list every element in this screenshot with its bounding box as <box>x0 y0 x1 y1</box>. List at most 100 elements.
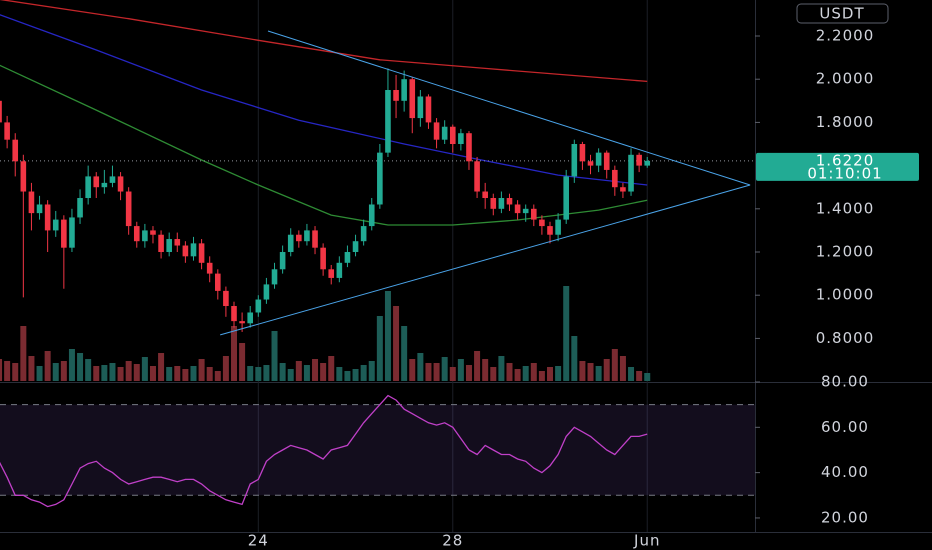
volume-bar <box>28 356 35 381</box>
candle-body <box>279 252 286 270</box>
volume-bar <box>44 351 51 381</box>
currency-box[interactable] <box>796 3 889 24</box>
volume-bar <box>303 365 310 381</box>
candle-body <box>125 191 132 227</box>
candle-body <box>328 269 335 278</box>
candle-body <box>563 176 570 220</box>
volume-bar <box>474 351 481 381</box>
candle-body <box>409 79 416 119</box>
y-tick-label: 1.8000 <box>816 113 875 131</box>
volume-bar <box>376 316 383 381</box>
volume-bar <box>433 363 440 381</box>
volume-bar <box>352 369 359 381</box>
volume-bar <box>4 361 11 381</box>
candle-body <box>352 241 359 253</box>
candle-body <box>401 79 407 101</box>
volume-bar <box>611 349 618 381</box>
y-tick-label: 1.0000 <box>816 286 875 304</box>
x-tick-label: Jun <box>633 532 660 550</box>
candle-body <box>441 126 448 140</box>
volume-bar <box>384 291 391 381</box>
volume-bar <box>320 363 327 381</box>
volume-bar <box>449 367 456 381</box>
candle-body <box>433 122 440 140</box>
volume-bar <box>60 361 67 381</box>
volume-bar <box>158 353 165 381</box>
volume-bar <box>255 367 262 381</box>
volume-bar <box>198 359 205 381</box>
volume-bar <box>222 356 229 381</box>
candle-body <box>506 198 513 205</box>
candle-body <box>547 226 553 235</box>
candle-body <box>231 306 237 322</box>
volume-bar <box>514 369 521 381</box>
volume-bar <box>20 326 27 381</box>
candle-body <box>417 96 424 119</box>
candle-body <box>133 226 140 242</box>
volume-bar <box>263 365 270 381</box>
volume-bar <box>522 366 529 381</box>
volume-bar <box>117 367 124 381</box>
volume-bar <box>498 356 505 381</box>
volume-bar <box>441 357 448 381</box>
candle-body <box>587 161 594 166</box>
candle-body <box>12 139 19 162</box>
volume-bar <box>12 363 19 381</box>
volume-bar <box>141 357 148 381</box>
candle-body <box>425 96 432 123</box>
candle-body <box>223 290 229 307</box>
volume-bar <box>271 331 278 381</box>
candle-body <box>522 208 529 214</box>
candle-body <box>555 219 561 235</box>
volume-bar <box>85 359 92 381</box>
candle-body <box>271 269 278 285</box>
volume-bar <box>457 359 464 381</box>
volume-bar <box>344 371 351 381</box>
trendline <box>267 30 751 186</box>
y-tick-label: 1.4000 <box>816 199 875 217</box>
volume-bar <box>368 361 375 381</box>
volume-bar <box>595 366 602 381</box>
candle-body <box>4 122 10 140</box>
candle-body <box>449 126 456 145</box>
candle-body <box>61 219 67 248</box>
candle-body <box>603 152 610 170</box>
candle-body <box>214 273 221 291</box>
volume-bar <box>133 364 140 381</box>
volume-bar <box>538 371 545 381</box>
volume-bar <box>603 359 610 381</box>
volume-bar <box>579 361 586 381</box>
trendline <box>220 184 751 336</box>
candle-body <box>198 243 205 263</box>
volume-bar <box>101 365 108 381</box>
volume-bar <box>279 363 286 381</box>
candle-body <box>482 191 488 199</box>
candle-body <box>612 169 618 188</box>
y-tick-label: 2.0000 <box>816 70 875 88</box>
volume-bar <box>393 306 400 381</box>
volume-bar <box>190 366 197 381</box>
candle-body <box>20 161 27 192</box>
volume-bar <box>644 373 651 381</box>
candle-body <box>93 176 100 188</box>
volume-bar <box>68 349 75 381</box>
currency-label[interactable]: USDT <box>819 5 864 23</box>
volume-bar <box>547 367 554 381</box>
candle-body <box>344 252 351 263</box>
candle-body <box>28 191 35 214</box>
y-tick-label: 1.2000 <box>816 243 875 261</box>
candle-body <box>636 154 642 166</box>
candle-body <box>174 239 181 246</box>
candle-body <box>368 204 375 227</box>
volume-bar <box>628 367 635 381</box>
moving-average <box>0 14 648 186</box>
candle-body <box>239 321 245 324</box>
volume-bar <box>530 363 537 381</box>
candle-body <box>539 219 545 227</box>
last-price-box <box>756 152 919 181</box>
volume-bar <box>231 326 238 381</box>
volume-bar <box>182 369 189 381</box>
volume-bar <box>0 359 3 381</box>
candle-body <box>85 176 91 199</box>
